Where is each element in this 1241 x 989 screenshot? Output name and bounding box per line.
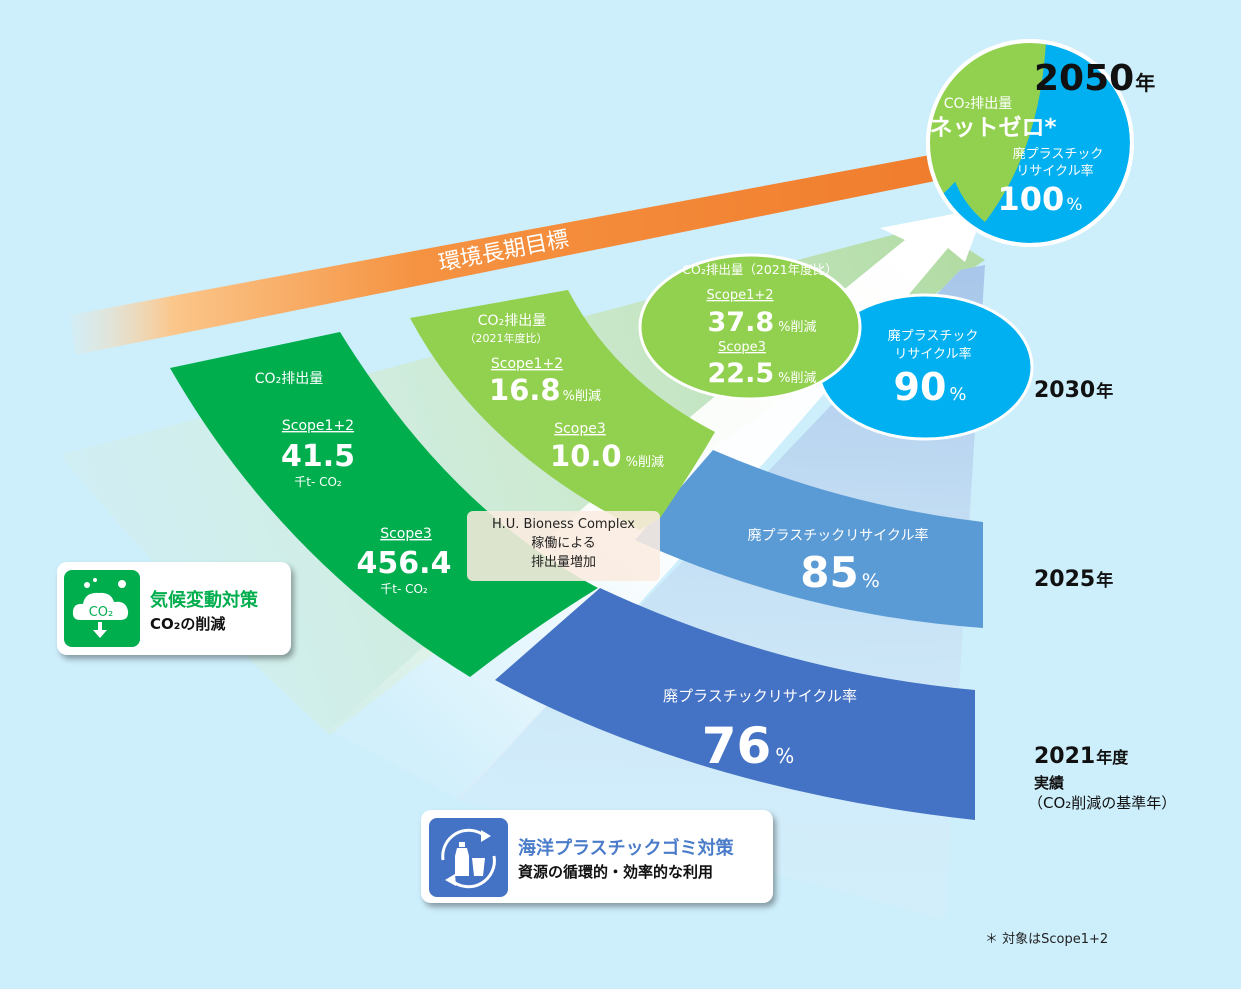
co2-2025-scope3-value: 10.0 %削減 bbox=[550, 439, 664, 473]
goal-2050-plastic-line1: 廃プラスチック bbox=[1013, 146, 1104, 162]
hu-bioness-line1: H.U. Bioness Complex bbox=[492, 517, 635, 532]
co2-band-2021 bbox=[170, 332, 598, 677]
co2-2021-scope3-label: Scope3 bbox=[380, 526, 432, 542]
goal-2050-co2-area bbox=[947, 41, 1046, 222]
goal-2050-plastic-value: 100% bbox=[998, 180, 1083, 218]
legend-climate-title: 気候変動対策 bbox=[150, 590, 258, 611]
goal-2050-plastic-line2: リサイクル率 bbox=[1016, 163, 1093, 179]
co2-ellipse-2030 bbox=[638, 253, 862, 401]
plastic-2025-value: 85% bbox=[800, 548, 880, 597]
footnote: ＊ 対象はScope1+2 bbox=[985, 932, 1109, 947]
year-2050: 2050年 bbox=[1034, 58, 1156, 99]
year-2025: 2025年 bbox=[1034, 567, 1114, 592]
co2-2021-title: CO₂排出量 bbox=[255, 371, 323, 387]
legend-climate-subtitle: CO₂の削減 bbox=[150, 615, 226, 633]
co2-2021-scope12-unit: 千t- CO₂ bbox=[294, 475, 342, 489]
co2-2030-title: CO₂排出量（2021年度比） bbox=[682, 262, 837, 277]
plastic-band-2021 bbox=[495, 588, 975, 820]
long-term-goal-label: 環境長期目標 bbox=[437, 227, 571, 277]
legend-plastic-title: 海洋プラスチックゴミ対策 bbox=[518, 838, 734, 859]
plastic-2030-line1: 廃プラスチック bbox=[888, 328, 979, 344]
plastic-2030-value: 90% bbox=[894, 365, 967, 409]
hu-bioness-line2: 稼働による bbox=[531, 536, 596, 551]
svg-text:CO₂: CO₂ bbox=[89, 605, 114, 620]
co2-2025-scope3-label: Scope3 bbox=[554, 421, 606, 437]
plastic-band-2025 bbox=[635, 450, 983, 628]
year-2021-actual: 実績 bbox=[1034, 774, 1065, 792]
co2-2021-scope12-value: 41.5 bbox=[281, 439, 355, 474]
legend-climate: CO₂ 気候変動対策 CO₂の削減 bbox=[57, 562, 291, 655]
co2-2021-scope3-unit: 千t- CO₂ bbox=[380, 582, 428, 596]
hu-bioness-line3: 排出量増加 bbox=[530, 555, 596, 570]
legend-plastic: 海洋プラスチックゴミ対策 資源の循環的・効率的な利用 bbox=[421, 810, 773, 903]
hu-bioness-note: H.U. Bioness Complex 稼働による 排出量増加 bbox=[467, 511, 660, 581]
co2-band-2025 bbox=[410, 290, 715, 530]
long-term-goal-arrow bbox=[70, 155, 940, 355]
co2-cloud-icon: CO₂ bbox=[64, 570, 140, 647]
co2-2025-title: CO₂排出量 bbox=[478, 313, 546, 329]
plastic-2025-title: 廃プラスチックリサイクル率 bbox=[747, 527, 928, 544]
co2-2030-scope3-value: 22.5 %削減 bbox=[708, 358, 817, 389]
legend-plastic-subtitle: 資源の循環的・効率的な利用 bbox=[518, 863, 714, 881]
plastic-2021-title: 廃プラスチックリサイクル率 bbox=[663, 687, 857, 705]
recycle-bottle-icon bbox=[429, 818, 508, 897]
co2-2025-subtitle: （2021年度比） bbox=[465, 331, 548, 345]
co2-2021-scope3-value: 456.4 bbox=[357, 546, 452, 581]
co2-2025-scope12-value: 16.8 %削減 bbox=[489, 373, 601, 407]
co2-2025-scope12-label: Scope1+2 bbox=[491, 356, 563, 372]
co2-2030-scope12-label: Scope1+2 bbox=[706, 288, 773, 303]
year-2030: 2030年 bbox=[1034, 378, 1114, 403]
plastic-2021-value: 76% bbox=[702, 717, 795, 775]
goal-2050-co2-title: CO₂排出量 bbox=[944, 96, 1012, 112]
co2-2021-scope12-label: Scope1+2 bbox=[282, 418, 354, 434]
year-2021: 2021年度 bbox=[1034, 744, 1129, 769]
goal-2050-co2-value: ネットゼロ* bbox=[929, 115, 1056, 141]
year-2021-baseline-note: （CO₂削減の基準年） bbox=[1028, 794, 1177, 812]
goal-circle-2050-outline bbox=[926, 39, 1134, 247]
plastic-2030-line2: リサイクル率 bbox=[894, 346, 971, 362]
co2-2030-scope3-label: Scope3 bbox=[718, 340, 766, 355]
co2-2030-scope12-value: 37.8 %削減 bbox=[708, 307, 817, 338]
